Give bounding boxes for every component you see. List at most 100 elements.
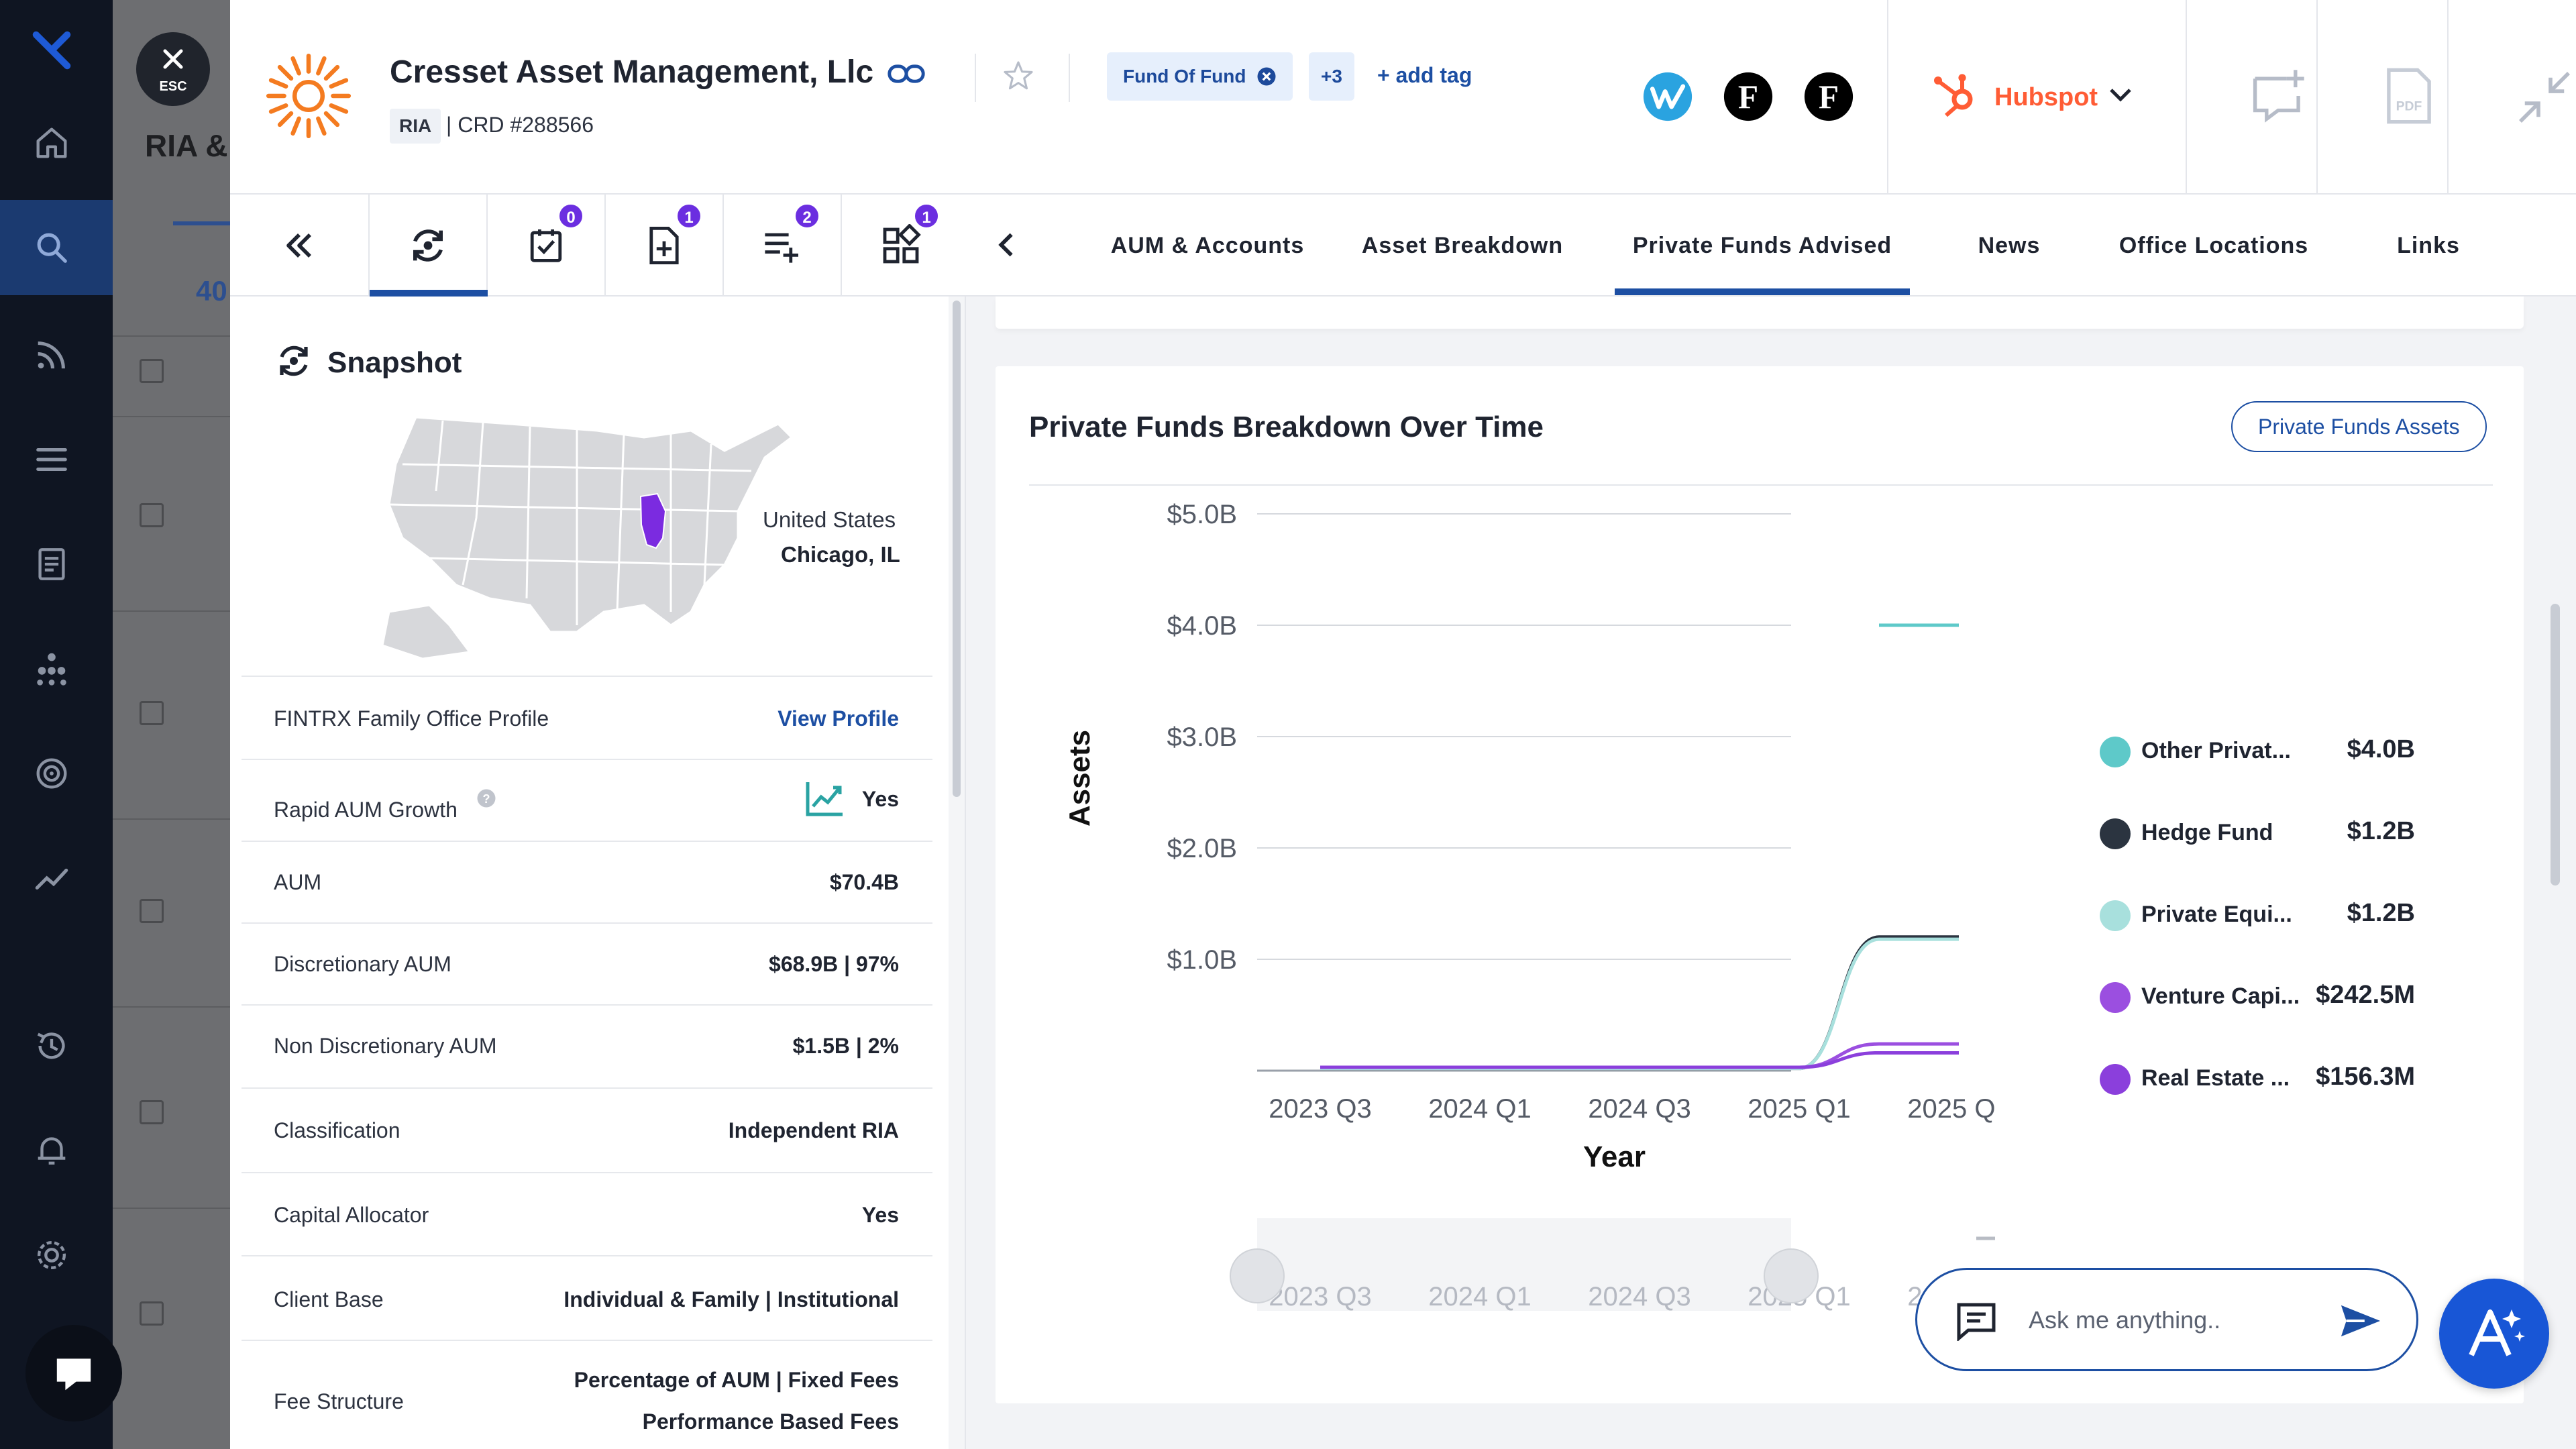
series-line-4 bbox=[1320, 1051, 1959, 1069]
collapse-sidebar-button[interactable] bbox=[230, 195, 370, 297]
row-value: $70.4B bbox=[829, 870, 899, 894]
logo-x-icon[interactable] bbox=[28, 27, 75, 74]
crm-name[interactable]: Hubspot bbox=[1994, 83, 2098, 111]
tab-office-locations[interactable]: Office Locations bbox=[2118, 233, 2309, 258]
chevron-left-icon[interactable] bbox=[993, 229, 1020, 260]
background-tab-indicator bbox=[173, 221, 230, 225]
y-tick-label: $1.0B bbox=[1167, 945, 1237, 975]
background-checkbox bbox=[140, 899, 164, 923]
x-tick-label: 2025 Q1 bbox=[1748, 1094, 1850, 1124]
trend-icon[interactable] bbox=[28, 855, 75, 902]
legend-item[interactable]: Private Equi... $1.2B bbox=[2100, 894, 2415, 934]
star-icon[interactable] bbox=[1002, 59, 1035, 93]
snapshot-row: AUM $70.4B bbox=[241, 841, 932, 922]
row-label: Classification bbox=[274, 1118, 400, 1142]
list-icon[interactable] bbox=[28, 436, 75, 483]
legend-name: Venture Capi... bbox=[2141, 983, 2300, 1009]
pdf-icon[interactable]: PDF bbox=[2382, 67, 2436, 125]
snapshot-row: FINTRX Family Office Profile View Profil… bbox=[241, 676, 932, 759]
add-tag-link[interactable]: + add tag bbox=[1377, 63, 1472, 87]
y-tick-label: $4.0B bbox=[1167, 611, 1237, 641]
close-esc-button[interactable]: ESC bbox=[136, 32, 210, 106]
alarm-icon[interactable] bbox=[28, 1127, 75, 1174]
tab-private-funds-advised[interactable]: Private Funds Advised bbox=[1632, 233, 1892, 258]
legend-swatch bbox=[2100, 982, 2131, 1013]
background-checkbox bbox=[140, 1100, 164, 1124]
notes-count-badge: 1 bbox=[676, 203, 702, 229]
feed-icon[interactable] bbox=[28, 331, 75, 378]
org-chart-icon[interactable] bbox=[28, 645, 75, 692]
source-forbes-icon[interactable]: F bbox=[1803, 71, 1854, 122]
legend-name: Hedge Fund bbox=[2141, 820, 2273, 845]
settings-icon[interactable] bbox=[28, 1232, 75, 1279]
legend-value: $242.5M bbox=[2316, 981, 2415, 1009]
send-icon[interactable] bbox=[2339, 1302, 2383, 1340]
link-icon[interactable] bbox=[888, 60, 925, 87]
tab-aum-accounts[interactable]: AUM & Accounts bbox=[1110, 233, 1305, 258]
legend-item[interactable]: Other Privat... $4.0B bbox=[2100, 730, 2415, 770]
section-tabs: AUM & Accounts Asset Breakdown Private F… bbox=[966, 195, 2576, 297]
range-handle-left[interactable] bbox=[1230, 1248, 1285, 1303]
widgets-count-badge: 1 bbox=[913, 203, 940, 229]
search-icon[interactable] bbox=[28, 224, 75, 271]
private-funds-assets-button[interactable]: Private Funds Assets bbox=[2231, 401, 2487, 452]
main-scrollbar-thumb[interactable] bbox=[2551, 604, 2560, 885]
legend-item[interactable]: Venture Capi... $242.5M bbox=[2100, 975, 2415, 1016]
legend-item[interactable]: Real Estate ... $156.3M bbox=[2100, 1057, 2415, 1097]
legend-item[interactable]: Hedge Fund $1.2B bbox=[2100, 812, 2415, 852]
more-tags-button[interactable]: +3 bbox=[1309, 52, 1354, 101]
legend-swatch bbox=[2100, 737, 2131, 767]
chevron-down-icon[interactable] bbox=[2107, 83, 2134, 107]
row-value: $68.9B | 97% bbox=[769, 952, 899, 976]
tag-label: Fund Of Fund bbox=[1123, 66, 1246, 87]
legend-value: $1.2B bbox=[2347, 899, 2415, 927]
y-axis-label: Assets bbox=[1063, 729, 1096, 827]
row-label: Rapid AUM Growth bbox=[274, 798, 458, 822]
history-icon[interactable] bbox=[28, 1022, 75, 1069]
source-w-icon[interactable] bbox=[1642, 71, 1693, 122]
double-chevron-left-icon bbox=[286, 233, 311, 258]
lists-button[interactable]: 2 bbox=[724, 195, 842, 297]
source-forbes-icon[interactable]: F bbox=[1723, 71, 1774, 122]
snapshot-tab-button[interactable] bbox=[370, 195, 488, 297]
legend-name: Other Privat... bbox=[2141, 738, 2291, 763]
scrollbar-thumb[interactable] bbox=[953, 301, 961, 797]
tag-fund-of-fund[interactable]: Fund Of Fund bbox=[1107, 52, 1293, 101]
widgets-button[interactable]: 1 bbox=[842, 195, 960, 297]
row-value-line2: Performance Based Fees bbox=[642, 1409, 899, 1434]
legend-value: $4.0B bbox=[2347, 735, 2415, 763]
row-label: Client Base bbox=[274, 1287, 384, 1311]
help-icon[interactable]: ? bbox=[476, 788, 496, 808]
range-handle-right[interactable] bbox=[1764, 1248, 1819, 1303]
document-icon[interactable] bbox=[28, 541, 75, 588]
row-label: Capital Allocator bbox=[274, 1203, 429, 1227]
profile-header: Cresset Asset Management, Llc RIA | CRD … bbox=[230, 0, 2576, 195]
remove-tag-icon[interactable] bbox=[1256, 66, 1277, 87]
tab-asset-breakdown[interactable]: Asset Breakdown bbox=[1361, 233, 1564, 258]
snapshot-row: Client Base Individual & Family | Instit… bbox=[241, 1255, 932, 1340]
tab-news[interactable]: News bbox=[1978, 233, 2041, 258]
row-value: Independent RIA bbox=[728, 1118, 899, 1142]
ai-assistant-button[interactable] bbox=[2439, 1279, 2549, 1389]
row-value: Yes bbox=[861, 787, 899, 811]
chat-icon bbox=[56, 1358, 91, 1391]
previous-card-bottom bbox=[996, 297, 2524, 329]
collapse-icon[interactable] bbox=[2514, 67, 2575, 127]
add-note-icon[interactable] bbox=[2249, 67, 2307, 125]
target-icon[interactable] bbox=[28, 750, 75, 797]
background-list: RIA & 40 bbox=[113, 0, 230, 1449]
snapshot-row: Fee Structure Percentage of AUM | Fixed … bbox=[241, 1340, 932, 1449]
support-chat-button[interactable] bbox=[25, 1325, 122, 1421]
tab-links[interactable]: Links bbox=[2397, 233, 2460, 258]
notes-button[interactable]: 1 bbox=[606, 195, 724, 297]
company-logo-icon bbox=[266, 53, 352, 139]
home-icon[interactable] bbox=[28, 119, 75, 166]
range-tick-label: 2023 Q3 bbox=[1269, 1282, 1371, 1311]
ask-assistant-input[interactable]: Ask me anything.. bbox=[1915, 1268, 2418, 1371]
svg-text:F: F bbox=[1819, 78, 1839, 115]
active-tab-indicator bbox=[1615, 288, 1910, 295]
row-label: Fee Structure bbox=[274, 1389, 404, 1413]
legend-value: $156.3M bbox=[2316, 1063, 2415, 1091]
tasks-button[interactable]: 0 bbox=[488, 195, 606, 297]
view-profile-link[interactable]: View Profile bbox=[777, 706, 899, 731]
